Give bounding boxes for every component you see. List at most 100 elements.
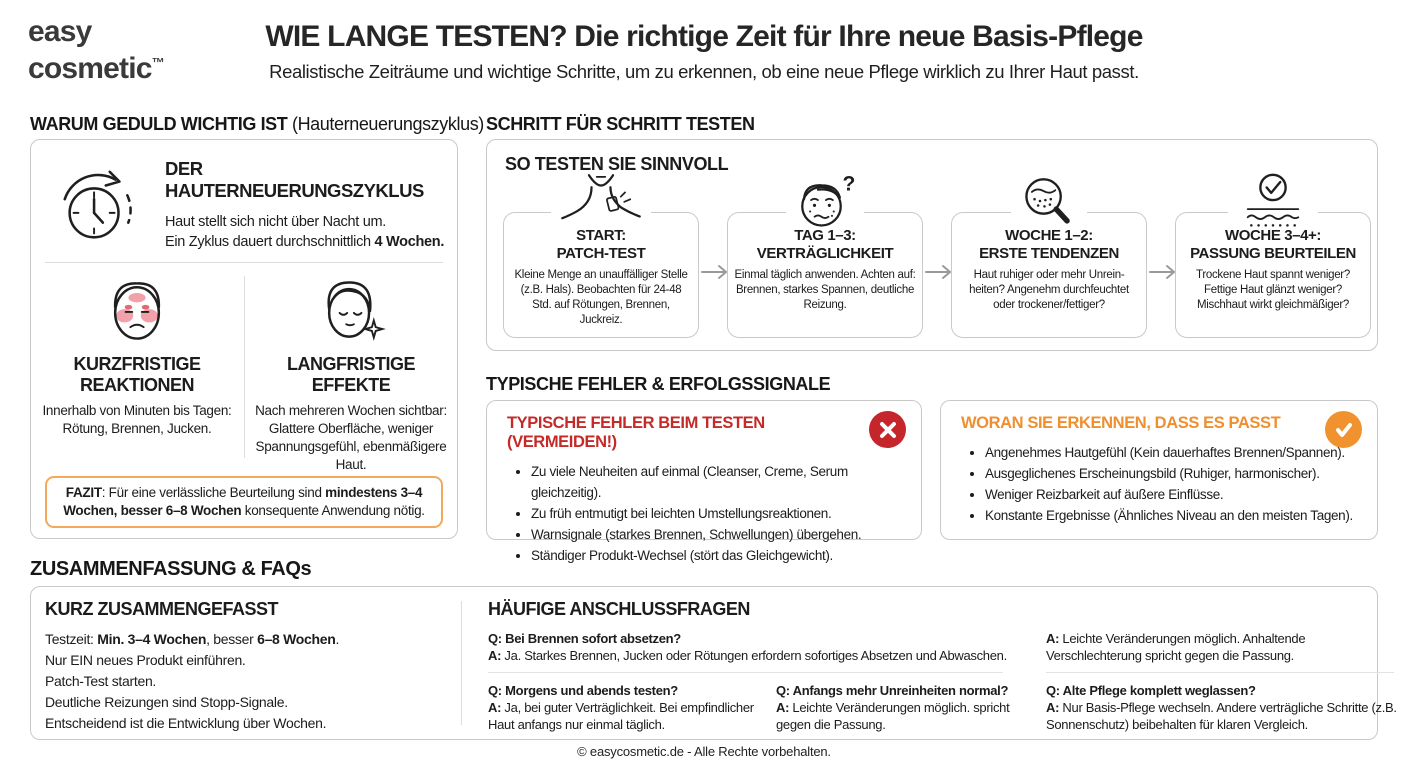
summary-block: KURZ ZUSAMMENGEFASST Testzeit: Min. 3–4 …: [45, 599, 465, 734]
typical-errors-card: TYPISCHE FEHLER BEIM TESTEN (VERMEIDEN!)…: [486, 400, 922, 563]
faq-answer: A: Ja, bei guter Verträglichkeit. Bei em…: [488, 699, 776, 733]
summary-line1-mid: , besser: [206, 631, 258, 647]
check-skin-icon: [1228, 173, 1318, 229]
magnifier-skin-icon: [1011, 173, 1087, 229]
skin-cycle-line2-bold: 4 Wochen.: [374, 234, 445, 250]
step-text: Haut ruhiger oder mehr Unrein- heiten? A…: [969, 269, 1129, 311]
faq-answer: A: Leichte Veränderungen möglich. sprich…: [776, 699, 1022, 733]
faq-item: A: Leichte Veränderungen möglich. Anhalt…: [1046, 630, 1401, 664]
step-title: WOCHE 3–4+: PASSUNG BEURTEILEN: [1176, 227, 1370, 263]
x-circle-icon: [869, 411, 906, 448]
long-term-title-line2: EFFEKTE: [311, 375, 391, 395]
long-term-text: Nach mehreren Wochen sichtbar: Glattere …: [255, 403, 447, 472]
step-card-patch-test: START: PATCH-TEST Kleine Menge an unauff…: [503, 173, 699, 338]
section-heading-why-sub: (Hauterneuerungszyklus): [287, 114, 484, 134]
faq-question: Q: Bei Brennen sofort absetzen?: [488, 631, 681, 646]
divider: [45, 262, 443, 263]
faq-block: HÄUFIGE ANSCHLUSSFRAGEN Q: Bei Brennen s…: [488, 599, 1397, 732]
faq-question: Q: Morgens und abends testen?: [488, 683, 678, 698]
list-item: Angenehmes Hautgefühl (Kein dauerhaftes …: [985, 442, 1357, 463]
step-card-tendencies: WOCHE 1–2: ERSTE TENDENZEN Haut ruhiger …: [951, 173, 1147, 338]
summary-title: KURZ ZUSAMMENGEFASST: [45, 599, 279, 619]
calm-face-icon: [253, 272, 449, 350]
faq-answer: A: Leichte Veränderungen möglich. Anhalt…: [1046, 630, 1401, 664]
step-text: Trockene Haut spannt weniger? Fettige Ha…: [1196, 269, 1350, 311]
step-title-line2: PATCH-TEST: [556, 245, 646, 262]
step-title: WOCHE 1–2: ERSTE TENDENZEN: [952, 227, 1146, 263]
brand-logo: easy cosmetic™: [28, 16, 165, 84]
list-item: Warnsignale (starkes Brennen, Schwellung…: [531, 524, 901, 545]
list-item: Zu früh entmutigt bei leichten Umstellun…: [531, 503, 901, 524]
section-heading-signals: TYPISCHE FEHLER & ERFOLGSSIGNALE: [486, 374, 831, 394]
summary-line: Testzeit: Min. 3–4 Wochen, besser 6–8 Wo…: [45, 629, 465, 650]
faq-answer-prefix: A:: [488, 648, 502, 663]
step-text: Einmal täglich anwenden. Achten auf: Bre…: [734, 269, 916, 311]
faq-question: Q: Alte Pflege komplett weglassen?: [1046, 683, 1256, 698]
faq-title: HÄUFIGE ANSCHLUSSFRAGEN: [488, 599, 750, 619]
page-subtitle: Realistische Zeiträume und wichtige Schr…: [269, 61, 1139, 82]
step-title: START: PATCH-TEST: [504, 227, 698, 263]
step-title: TAG 1–3: VERTRÄGLICHKEIT: [728, 227, 922, 263]
list-item: Zu viele Neuheiten auf einmal (Cleanser,…: [531, 461, 901, 503]
step-title-line2: ERSTE TENDENZEN: [979, 245, 1119, 262]
step-card-tolerance: ? TAG 1–3: VERTRÄGLICHKEIT Einmal täglic…: [727, 173, 923, 338]
step-card-fit-assessment: WOCHE 3–4+: PASSUNG BEURTEILEN Trockene …: [1175, 173, 1371, 338]
list-item: Ausgeglichenes Erscheinungsbild (Ruhiger…: [985, 463, 1357, 484]
fazit-callout: FAZIT: Für eine verlässliche Beurteilung…: [45, 476, 443, 528]
summary-line: Deutliche Reizungen sind Stopp-Signale.: [45, 694, 288, 710]
long-term-title-line1: LANGFRISTIGE: [287, 354, 416, 374]
section-heading-why-bold: WARUM GEDULD WICHTIG IST: [30, 114, 288, 134]
typical-errors-title: TYPISCHE FEHLER BEIM TESTEN (VERMEIDEN!): [507, 414, 765, 451]
brand-line1: easy: [28, 15, 92, 48]
typical-errors-list: Zu viele Neuheiten auf einmal (Cleanser,…: [507, 461, 901, 566]
short-term-text: Innerhalb von Minuten bis Tagen: Rötung,…: [42, 403, 232, 436]
trademark-symbol: ™: [151, 55, 165, 70]
list-item: Konstante Ergebnisse (Ähnliches Niveau a…: [985, 505, 1357, 526]
summary-line: Entscheidend ist die Entwicklung über Wo…: [45, 715, 327, 731]
short-term-title-line1: KURZFRISTIGE: [73, 354, 202, 374]
summary-line1-bold2: 6–8 Wochen: [257, 631, 336, 647]
faq-answer-prefix: A:: [1046, 700, 1060, 715]
patch-test-neck-icon: [551, 173, 651, 229]
success-signals-list: Angenehmes Hautgefühl (Kein dauerhaftes …: [961, 442, 1357, 526]
steps-panel-title: SO TESTEN SIE SINNVOLL: [505, 154, 729, 174]
fazit-bold: mindestens 3–4 Wochen, besser 6–8 Wochen: [63, 485, 423, 518]
faq-answer-text: Nur Basis-Pflege wechseln. Andere verträ…: [1046, 700, 1397, 732]
list-item: Ständiger Produkt-Wechsel (stört das Gle…: [531, 545, 901, 566]
faq-answer-prefix: A:: [488, 700, 502, 715]
arrow-right-icon: [925, 264, 953, 280]
summary-faq-card: KURZ ZUSAMMENGEFASST Testzeit: Min. 3–4 …: [30, 586, 1397, 740]
summary-line1-post: .: [335, 631, 340, 647]
faq-answer-text: Ja. Starkes Brennen, Jucken oder Rötunge…: [501, 648, 1007, 663]
section-heading-why: WARUM GEDULD WICHTIG IST (Hauterneuerung…: [30, 114, 484, 135]
faq-item: Q: Bei Brennen sofort absetzen? A: Ja. S…: [488, 630, 1008, 664]
check-circle-icon: [1325, 411, 1362, 448]
summary-line: Nur EIN neues Produkt einführen.: [45, 652, 246, 668]
faq-item: Q: Alte Pflege komplett weglassen? A: Nu…: [1046, 682, 1408, 733]
svg-text:?: ?: [843, 173, 856, 196]
page-header: WIE LANGE TESTEN? Die richtige Zeit für …: [0, 20, 1408, 83]
fazit-label: FAZIT: [65, 485, 102, 500]
success-signals-title: WORAN SIE ERKENNEN, DASS ES PASST: [961, 414, 1281, 432]
divider: [1046, 672, 1394, 673]
step-title-line2: PASSUNG BEURTEILEN: [1190, 245, 1356, 262]
short-term-title-line2: REAKTIONEN: [79, 375, 195, 395]
skin-cycle-line1: Haut stellt sich nicht über Nacht um.: [165, 214, 386, 230]
brand-line2: cosmetic: [28, 52, 152, 85]
fazit-pre: : Für eine verlässliche Beurteilung sind: [101, 485, 326, 500]
faq-answer-text: Leichte Veränderungen möglich. Anhaltend…: [1046, 631, 1306, 663]
faq-question: Q: Anfangs mehr Unreinheiten normal?: [776, 683, 1009, 698]
skin-cycle-text: DER HAUTERNEUERUNGSZYKLUS Haut stellt si…: [165, 158, 453, 252]
testing-steps-panel: SO TESTEN SIE SINNVOLL START: PATCH-TEST…: [486, 139, 1378, 351]
summary-lines: Testzeit: Min. 3–4 Wochen, besser 6–8 Wo…: [45, 629, 465, 734]
clock-cycle-icon: [53, 164, 141, 250]
faq-answer-text: Leichte Veränderungen möglich. spricht g…: [776, 700, 1010, 732]
step-text: Kleine Menge an unauffälliger Stelle (z.…: [514, 269, 688, 326]
short-term-title: KURZFRISTIGE REAKTIONEN: [39, 354, 235, 396]
faq-answer: A: Nur Basis-Pflege wechseln. Andere ver…: [1046, 699, 1408, 733]
divider: [488, 672, 1003, 673]
arrow-right-icon: [701, 264, 729, 280]
long-term-column: LANGFRISTIGE EFFEKTE Nach mehreren Woche…: [253, 272, 449, 474]
fazit-post: konsequente Anwendung nötig.: [241, 503, 425, 518]
